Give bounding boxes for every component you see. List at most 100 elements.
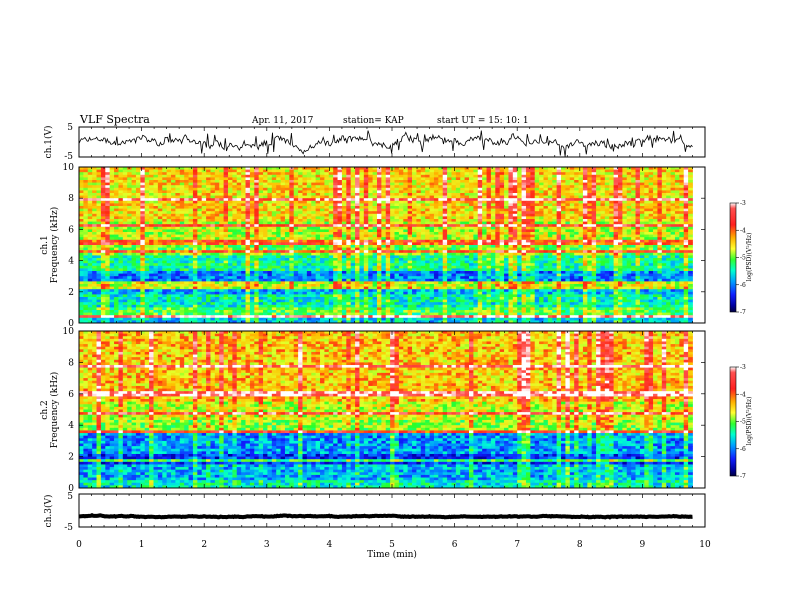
spectrogram-cell xyxy=(118,211,123,214)
spectrogram-cell xyxy=(614,185,619,188)
spectrogram-cell xyxy=(548,227,553,230)
spectrogram-cell xyxy=(403,177,408,180)
spectrogram-cell xyxy=(522,227,527,230)
spectrogram-cell xyxy=(653,185,658,188)
spectrogram-cell xyxy=(605,222,610,225)
spectrogram-cell xyxy=(491,222,496,225)
spectrogram-cell xyxy=(197,175,202,178)
spectrogram-cell xyxy=(197,224,202,227)
spectrogram-cell xyxy=(508,206,513,209)
spectrogram-cell xyxy=(644,203,649,206)
spectrogram-cell xyxy=(543,172,548,175)
spectrogram-cell xyxy=(259,198,264,201)
spectrogram-cell xyxy=(368,188,373,191)
spectrogram-cell xyxy=(657,183,662,186)
spectrogram-cell xyxy=(320,188,325,191)
spectrogram-cell xyxy=(579,201,584,204)
spectrogram-cell xyxy=(329,216,334,219)
spectrogram-cell xyxy=(175,214,180,217)
spectrogram-cell xyxy=(302,190,307,193)
spectrogram-cell xyxy=(671,219,676,222)
spectrogram-cell xyxy=(640,203,645,206)
spectrogram-cell xyxy=(180,196,185,199)
spectrogram-cell xyxy=(513,193,518,196)
spectrogram-cell xyxy=(473,188,478,191)
spectrogram-cell xyxy=(587,203,592,206)
spectrogram-cell xyxy=(649,177,654,180)
spectrogram-cell xyxy=(487,193,492,196)
spectrogram-cell xyxy=(530,219,535,222)
spectrogram-cell xyxy=(487,222,492,225)
spectrogram-cell xyxy=(495,211,500,214)
spectrogram-cell xyxy=(530,201,535,204)
spectrogram-cell xyxy=(259,229,264,232)
spectrogram-cell xyxy=(373,177,378,180)
spectrogram-cell xyxy=(592,177,597,180)
spectrogram-cell xyxy=(508,201,513,204)
spectrogram-cell xyxy=(583,209,588,212)
spectrogram-cell xyxy=(136,224,141,227)
spectrogram-cell xyxy=(491,227,496,230)
spectrogram-cell xyxy=(136,177,141,180)
spectrogram-cell xyxy=(189,188,194,191)
spectrogram-cell xyxy=(153,196,158,199)
spectrogram-cell xyxy=(281,190,286,193)
spectrogram-cell xyxy=(153,177,158,180)
spectrogram-cell xyxy=(132,196,137,199)
spectrogram-cell xyxy=(530,203,535,206)
spectrogram-cell xyxy=(368,216,373,219)
spectrogram-cell xyxy=(543,211,548,214)
spectrogram-cell xyxy=(79,209,84,212)
spectrogram-cell xyxy=(140,229,145,232)
spectrogram-cell xyxy=(324,227,329,230)
spectrogram-cell xyxy=(473,175,478,178)
spectrogram-cell xyxy=(79,193,84,196)
spectrogram-cell xyxy=(587,190,592,193)
spectrogram-cell xyxy=(583,203,588,206)
spectrogram-cell xyxy=(105,222,110,225)
spectrogram-cell xyxy=(443,203,448,206)
spectrogram-cell xyxy=(447,227,452,230)
spectrogram-cell xyxy=(338,227,343,230)
spectrogram-cell xyxy=(320,224,325,227)
spectrogram-cell xyxy=(482,190,487,193)
spectrogram-cell xyxy=(267,227,272,230)
spectrogram-cell xyxy=(451,214,456,217)
spectrogram-cell xyxy=(548,193,553,196)
spectrogram-cell xyxy=(232,211,237,214)
ch1-ytick-top: 5 xyxy=(67,123,73,133)
spectrogram-cell xyxy=(684,214,689,217)
spectrogram-cell xyxy=(522,222,527,225)
spectrogram-cell xyxy=(504,211,509,214)
spectrogram-cell xyxy=(416,190,421,193)
spectrogram-cell xyxy=(482,224,487,227)
spectrogram-cell xyxy=(127,183,132,186)
spectrogram-cell xyxy=(364,201,369,204)
spectrogram-cell xyxy=(92,172,97,175)
spectrogram-cell xyxy=(316,177,321,180)
spectrogram-cell xyxy=(338,185,343,188)
spectrogram-cell xyxy=(140,227,145,230)
spectrogram-cell xyxy=(386,206,391,209)
spectrogram-cell xyxy=(443,206,448,209)
spectrogram-cell xyxy=(526,190,531,193)
spectrogram-cell xyxy=(600,224,605,227)
spectrogram-cell xyxy=(526,219,531,222)
spectrogram-cell xyxy=(438,224,443,227)
spectrogram-cell xyxy=(246,209,251,212)
spectrogram-cell xyxy=(145,214,150,217)
spectrogram-cell xyxy=(158,216,163,219)
spectrogram-cell xyxy=(666,183,671,186)
spectrogram-cell xyxy=(333,203,338,206)
spectrogram-cell xyxy=(333,198,338,201)
spectrogram-cell xyxy=(618,188,623,191)
spectrogram-cell xyxy=(285,224,290,227)
spectrogram-cell xyxy=(118,216,123,219)
spectrogram-cell xyxy=(640,190,645,193)
spectrogram-cell xyxy=(110,201,115,204)
spectrogram-cell xyxy=(272,175,277,178)
spectrogram-cell xyxy=(671,206,676,209)
spectrogram-cell xyxy=(320,172,325,175)
spectrogram-cell xyxy=(565,222,570,225)
spectrogram-cell xyxy=(92,214,97,217)
